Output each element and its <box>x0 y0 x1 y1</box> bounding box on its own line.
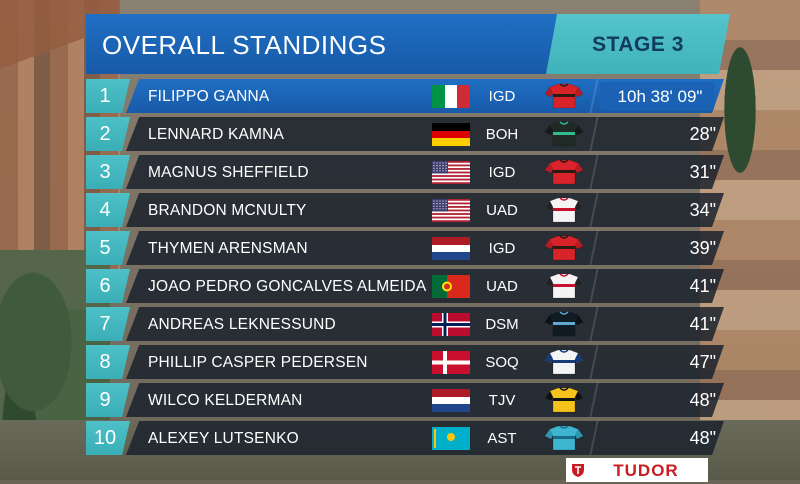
time-gap: 28" <box>689 124 716 144</box>
rider-name: LENNARD KAMNA <box>148 126 285 143</box>
rank-position: 2 <box>86 117 130 151</box>
rank-position: 5 <box>86 231 130 265</box>
rank-position: 1 <box>86 79 130 113</box>
time-gap: 48" <box>689 428 716 448</box>
standings-row: 3 MAGNUS SHEFFIELD IGD 31" <box>86 155 726 189</box>
row-background <box>126 345 724 379</box>
uae-jersey-icon <box>544 197 584 223</box>
background-cypress-tree <box>720 30 760 190</box>
team-code: BOH <box>485 126 519 143</box>
standings-row: 8 PHILLIP CASPER PEDERSEN SOQ 47" <box>86 345 726 379</box>
bora-jersey-icon <box>544 121 584 147</box>
stage-label: STAGE 3 <box>592 33 684 56</box>
norway-flag-icon <box>432 313 470 336</box>
team-code: IGD <box>488 164 516 181</box>
team-code: IGD <box>488 240 516 257</box>
rider-name: ANDREAS LEKNESSUND <box>148 316 336 333</box>
standings-row: 2 LENNARD KAMNA BOH 28" <box>86 117 726 151</box>
leader-time-highlight <box>600 82 714 110</box>
rank-position: 8 <box>86 345 130 379</box>
row-background <box>126 269 724 303</box>
standings-row: 7 ANDREAS LEKNESSUND DSM 41" <box>86 307 726 341</box>
rank-position: 7 <box>86 307 130 341</box>
row-background <box>126 307 724 341</box>
row-background <box>126 117 724 151</box>
time-gap: 41" <box>689 314 716 334</box>
title-banner: OVERALL STANDINGS <box>86 14 566 74</box>
row-background <box>126 193 724 227</box>
denmark-flag-icon <box>432 351 470 374</box>
italy-flag-icon <box>432 85 470 108</box>
stage-banner: STAGE 3 <box>546 14 730 74</box>
team-code: UAD <box>486 202 518 219</box>
time-gap: 31" <box>689 162 716 182</box>
time-gap: 41" <box>689 276 716 296</box>
rider-name: WILCO KELDERMAN <box>148 392 303 409</box>
row-background <box>126 421 724 455</box>
germany-flag-icon <box>432 123 470 146</box>
soudal-jersey-icon <box>544 349 584 375</box>
rider-name: MAGNUS SHEFFIELD <box>148 164 309 181</box>
ineos-jersey-icon <box>544 159 584 185</box>
netherlands-flag-icon <box>432 389 470 412</box>
standings-row: 1 FILIPPO GANNA IGD 10h 38' 09" <box>86 79 726 113</box>
rider-name: PHILLIP CASPER PEDERSEN <box>148 354 368 371</box>
team-code: UAD <box>486 278 518 295</box>
rider-name: ALEXEY LUTSENKO <box>148 430 299 447</box>
rank-position: 10 <box>86 421 130 455</box>
netherlands-flag-icon <box>432 237 470 260</box>
sponsor-banner: TUDOR <box>566 458 708 482</box>
team-code: AST <box>487 430 517 447</box>
ineos-jersey-icon <box>544 83 584 109</box>
jumbo-jersey-icon <box>544 387 584 413</box>
portugal-flag-icon <box>432 275 470 298</box>
usa-flag-icon <box>432 199 470 222</box>
rider-name: THYMEN ARENSMAN <box>148 240 308 257</box>
row-background <box>126 155 724 189</box>
astana-jersey-icon <box>544 425 584 451</box>
rider-name: BRANDON MCNULTY <box>148 202 307 219</box>
row-background <box>126 383 724 417</box>
rank-position: 4 <box>86 193 130 227</box>
time-gap: 47" <box>689 352 716 372</box>
team-code: TJV <box>488 392 516 409</box>
row-background <box>126 231 724 265</box>
time-gap: 34" <box>689 200 716 220</box>
standings-row: 10 ALEXEY LUTSENKO AST 48" <box>86 421 726 455</box>
time-gap: 39" <box>689 238 716 258</box>
rider-name: JOAO PEDRO GONCALVES ALMEIDA <box>148 278 427 295</box>
time-gap: 10h 38' 09" <box>617 87 703 106</box>
kazakhstan-flag-icon <box>432 427 470 450</box>
uae-jersey-icon <box>544 273 584 299</box>
team-code: DSM <box>485 316 519 333</box>
sponsor-name: TUDOR <box>613 461 679 480</box>
standings-title: OVERALL STANDINGS <box>102 30 387 60</box>
rank-position: 3 <box>86 155 130 189</box>
standings-row: 6 JOAO PEDRO GONCALVES ALMEIDA UAD 41" <box>86 269 726 303</box>
time-gap: 48" <box>689 390 716 410</box>
tudor-shield-icon <box>572 464 584 477</box>
team-code: SOQ <box>485 354 519 371</box>
standings-row: 5 THYMEN ARENSMAN IGD 39" <box>86 231 726 265</box>
standings-row: 4 BRANDON MCNULTY UAD 34" <box>86 193 726 227</box>
rank-position: 9 <box>86 383 130 417</box>
rider-name: FILIPPO GANNA <box>148 88 270 105</box>
dsm-jersey-icon <box>544 311 584 337</box>
standings-row: 9 WILCO KELDERMAN TJV 48" <box>86 383 726 417</box>
ineos-jersey-icon <box>544 235 584 261</box>
usa-flag-icon <box>432 161 470 184</box>
standings-header: OVERALL STANDINGS STAGE 3 <box>86 14 730 74</box>
team-code: IGD <box>488 88 516 105</box>
rank-position: 6 <box>86 269 130 303</box>
